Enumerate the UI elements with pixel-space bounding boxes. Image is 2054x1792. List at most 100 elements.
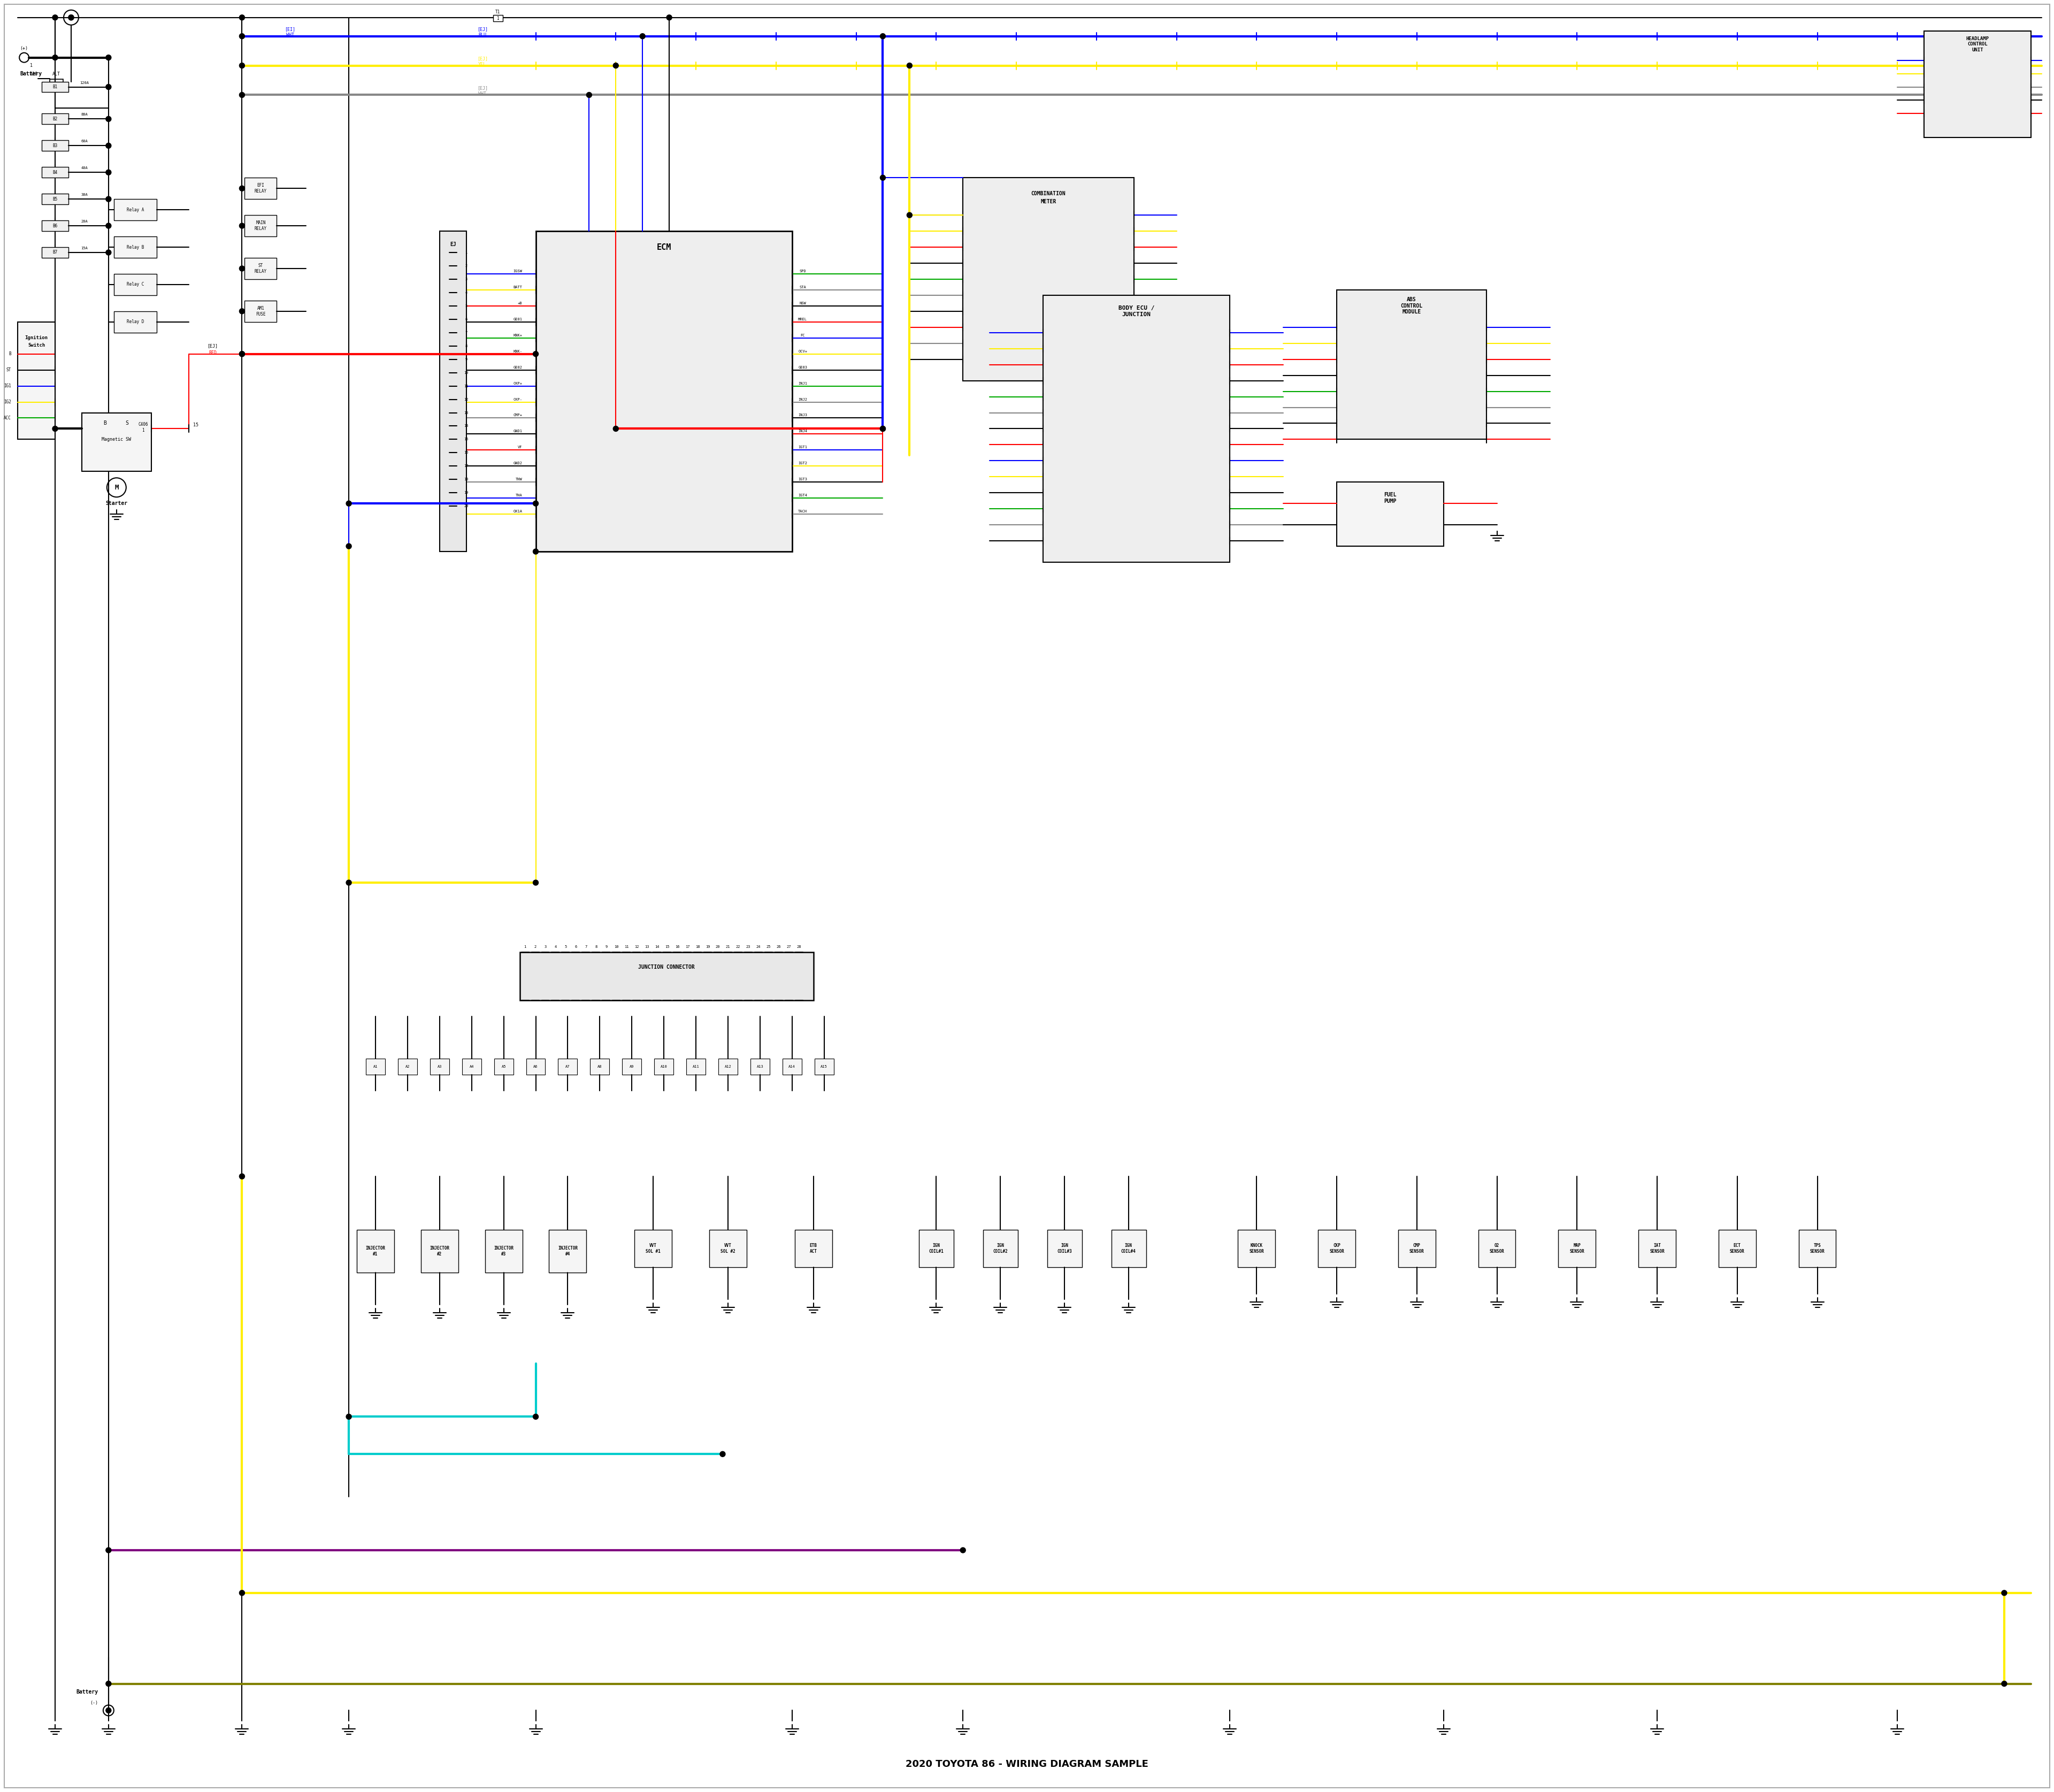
Circle shape	[240, 351, 244, 357]
Text: IGN
COIL#3: IGN COIL#3	[1058, 1244, 1072, 1254]
Bar	[984, 1229, 1019, 1267]
Bar	[589, 1059, 610, 1075]
Text: VF: VF	[518, 446, 522, 450]
Bar	[655, 1059, 674, 1075]
Text: A6: A6	[534, 1064, 538, 1068]
Circle shape	[534, 351, 538, 357]
Text: CKP+: CKP+	[514, 382, 522, 385]
Text: [EJ]: [EJ]	[477, 27, 487, 32]
Bar	[41, 140, 68, 151]
Circle shape	[107, 1681, 111, 1686]
Text: ST
RELAY: ST RELAY	[255, 263, 267, 274]
Text: B6: B6	[53, 224, 58, 228]
Text: A4: A4	[470, 1064, 474, 1068]
Text: A3: A3	[438, 1064, 442, 1068]
Bar	[918, 1229, 953, 1267]
Circle shape	[347, 880, 351, 885]
Text: EFI
RELAY: EFI RELAY	[255, 183, 267, 194]
Text: VVT
SOL #2: VVT SOL #2	[721, 1244, 735, 1254]
Text: FUEL
PUMP: FUEL PUMP	[1384, 493, 1397, 504]
Text: IGT4: IGT4	[799, 495, 807, 496]
Text: INJECTOR
#1: INJECTOR #1	[366, 1245, 386, 1256]
Text: 5: 5	[464, 305, 468, 308]
Bar	[244, 215, 277, 237]
Text: IG1: IG1	[4, 383, 12, 389]
Text: B5: B5	[53, 197, 58, 201]
Text: A1: A1	[374, 1064, 378, 1068]
Text: 19: 19	[705, 944, 711, 948]
Circle shape	[881, 34, 885, 39]
Text: FC: FC	[801, 333, 805, 337]
Text: 30A: 30A	[80, 194, 88, 197]
Circle shape	[53, 56, 58, 61]
Text: 25: 25	[766, 944, 770, 948]
Text: 26: 26	[776, 944, 781, 948]
Bar	[113, 312, 156, 333]
Bar	[113, 274, 156, 296]
Text: ECT
SENSOR: ECT SENSOR	[1729, 1244, 1744, 1254]
Text: ST: ST	[6, 367, 12, 373]
Text: Starter: Starter	[105, 500, 127, 505]
Text: INJECTOR
#4: INJECTOR #4	[559, 1245, 577, 1256]
Circle shape	[68, 14, 74, 20]
Text: RED: RED	[210, 351, 216, 355]
Text: [EJ]: [EJ]	[477, 56, 487, 61]
Text: Relay D: Relay D	[127, 319, 144, 324]
Bar	[622, 1059, 641, 1075]
Text: THW: THW	[516, 478, 522, 480]
Bar	[398, 1059, 417, 1075]
Text: BODY ECU /
JUNCTION: BODY ECU / JUNCTION	[1119, 305, 1154, 317]
Circle shape	[107, 56, 111, 61]
Bar	[548, 1229, 587, 1272]
Bar	[795, 1229, 832, 1267]
Bar	[1925, 30, 2031, 138]
Circle shape	[240, 265, 244, 271]
Text: YEL: YEL	[479, 63, 487, 66]
Text: 11: 11	[624, 944, 629, 948]
Text: 20A: 20A	[80, 220, 88, 224]
Bar	[709, 1229, 748, 1267]
Circle shape	[347, 500, 351, 505]
Bar	[18, 323, 55, 439]
Text: INJECTOR
#3: INJECTOR #3	[493, 1245, 514, 1256]
Text: 2020 TOYOTA 86 - WIRING DIAGRAM SAMPLE: 2020 TOYOTA 86 - WIRING DIAGRAM SAMPLE	[906, 1760, 1148, 1769]
Text: OX1A: OX1A	[514, 511, 522, 513]
Circle shape	[721, 1452, 725, 1457]
Text: CKP-: CKP-	[514, 398, 522, 401]
Text: B3: B3	[53, 143, 58, 149]
Bar	[244, 301, 277, 323]
Text: 11: 11	[464, 385, 468, 387]
Circle shape	[881, 426, 885, 432]
Text: A5: A5	[501, 1064, 505, 1068]
Bar	[1479, 1229, 1516, 1267]
Text: (-): (-)	[90, 1701, 99, 1706]
Text: 9: 9	[606, 944, 608, 948]
Circle shape	[107, 224, 111, 228]
Circle shape	[68, 14, 74, 20]
Bar	[559, 1059, 577, 1075]
Text: AM1
FUSE: AM1 FUSE	[257, 306, 265, 317]
Circle shape	[534, 880, 538, 885]
Text: 14: 14	[464, 425, 468, 428]
Text: 10: 10	[464, 371, 468, 375]
Circle shape	[2001, 1681, 2007, 1686]
Bar	[493, 14, 503, 22]
Text: CKP
SENSOR: CKP SENSOR	[1329, 1244, 1343, 1254]
Text: A2: A2	[405, 1064, 411, 1068]
Bar	[783, 1059, 801, 1075]
Text: THA: THA	[516, 495, 522, 496]
Bar	[41, 167, 68, 177]
Bar	[1043, 296, 1230, 563]
Bar	[1337, 482, 1444, 547]
Circle shape	[961, 1548, 965, 1554]
Text: IGN
COIL#4: IGN COIL#4	[1121, 1244, 1136, 1254]
Text: IGN
COIL#2: IGN COIL#2	[992, 1244, 1009, 1254]
Text: ACC: ACC	[4, 416, 12, 421]
Bar	[41, 247, 68, 258]
Bar	[429, 1059, 450, 1075]
Circle shape	[908, 213, 912, 219]
Text: TPS
SENSOR: TPS SENSOR	[1810, 1244, 1824, 1254]
Text: 60A: 60A	[80, 140, 88, 143]
Text: 4: 4	[555, 944, 557, 948]
Circle shape	[240, 351, 244, 357]
